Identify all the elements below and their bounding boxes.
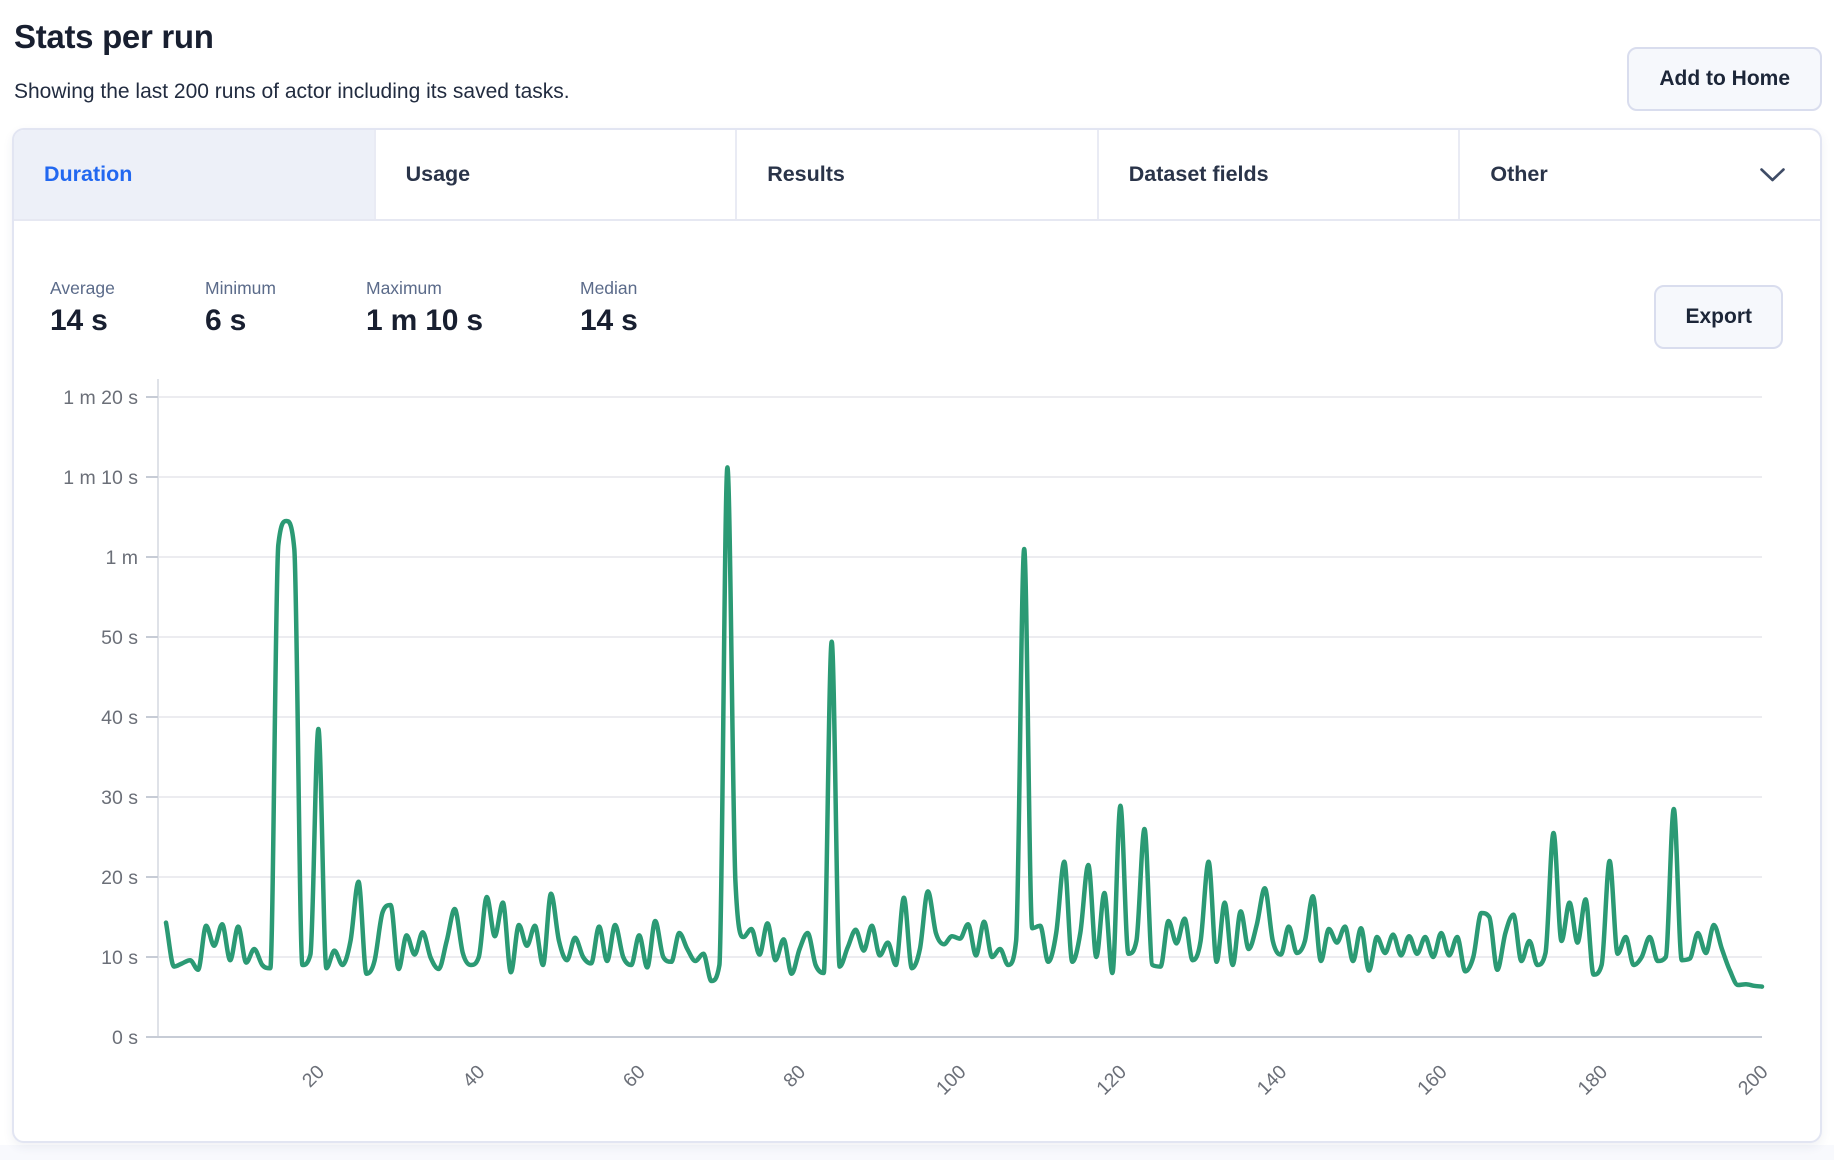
svg-text:40 s: 40 s bbox=[101, 707, 138, 729]
x-axis-labels: 20 40 60 80 100 120 140 160 180 200 bbox=[298, 1061, 1773, 1100]
svg-text:40: 40 bbox=[458, 1061, 489, 1092]
svg-text:100: 100 bbox=[932, 1061, 971, 1100]
stat-minimum-value: 6 s bbox=[205, 304, 247, 337]
page-title: Stats per run bbox=[14, 18, 214, 55]
page-subtitle: Showing the last 200 runs of actor inclu… bbox=[14, 80, 570, 103]
svg-text:140: 140 bbox=[1253, 1061, 1292, 1100]
stat-minimum-label: Minimum bbox=[205, 278, 276, 298]
stat-maximum-value: 1 m 10 s bbox=[366, 304, 483, 337]
grid-lines bbox=[158, 396, 1762, 958]
tab-duration[interactable]: Duration bbox=[14, 130, 376, 219]
svg-text:60: 60 bbox=[619, 1061, 650, 1092]
tab-other[interactable]: Other bbox=[1460, 130, 1820, 219]
tab-usage-label: Usage bbox=[405, 162, 471, 186]
tab-dataset-fields-label: Dataset fields bbox=[1128, 162, 1269, 186]
chevron-down-icon bbox=[1759, 167, 1786, 183]
svg-text:20: 20 bbox=[298, 1061, 329, 1092]
svg-text:1 m 20 s: 1 m 20 s bbox=[63, 387, 138, 409]
svg-text:10 s: 10 s bbox=[101, 947, 138, 969]
svg-text:80: 80 bbox=[779, 1061, 810, 1092]
svg-text:50 s: 50 s bbox=[101, 627, 138, 649]
stat-minimum: Minimum 6 s bbox=[205, 278, 276, 338]
svg-text:160: 160 bbox=[1413, 1061, 1452, 1100]
stat-average-value: 14 s bbox=[50, 304, 108, 337]
export-button[interactable]: Export bbox=[1654, 285, 1783, 349]
stat-maximum: Maximum 1 m 10 s bbox=[366, 278, 483, 338]
tab-bar: Duration Usage Results Dataset fields Ot… bbox=[14, 130, 1820, 221]
tab-results-label: Results bbox=[767, 162, 845, 186]
svg-text:120: 120 bbox=[1092, 1061, 1131, 1100]
stat-average: Average 14 s bbox=[50, 278, 115, 338]
stat-maximum-label: Maximum bbox=[366, 278, 442, 298]
svg-text:1 m: 1 m bbox=[105, 547, 138, 569]
svg-text:20 s: 20 s bbox=[101, 867, 138, 889]
stats-card: Duration Usage Results Dataset fields Ot… bbox=[12, 128, 1822, 1143]
tab-results[interactable]: Results bbox=[737, 130, 1099, 219]
tab-usage[interactable]: Usage bbox=[376, 130, 738, 219]
tab-duration-label: Duration bbox=[44, 162, 133, 186]
svg-text:30 s: 30 s bbox=[101, 787, 138, 809]
duration-series-line bbox=[163, 465, 1765, 989]
y-axis-labels: 0 s 10 s 20 s 30 s 40 s 50 s 1 m 1 m 10 s 1 m 20… bbox=[63, 387, 158, 1049]
stat-median-value: 14 s bbox=[580, 304, 638, 337]
stat-median: Median 14 s bbox=[580, 278, 638, 338]
svg-text:1 m 10 s: 1 m 10 s bbox=[63, 467, 138, 489]
stat-average-label: Average bbox=[50, 278, 115, 298]
tab-other-label: Other bbox=[1490, 162, 1548, 186]
svg-text:180: 180 bbox=[1574, 1061, 1613, 1100]
tab-dataset-fields[interactable]: Dataset fields bbox=[1099, 130, 1461, 219]
stat-median-label: Median bbox=[580, 278, 638, 298]
svg-text:0 s: 0 s bbox=[112, 1027, 138, 1049]
axes bbox=[157, 379, 1762, 1038]
svg-text:200: 200 bbox=[1734, 1061, 1773, 1100]
add-to-home-button[interactable]: Add to Home bbox=[1627, 47, 1822, 111]
